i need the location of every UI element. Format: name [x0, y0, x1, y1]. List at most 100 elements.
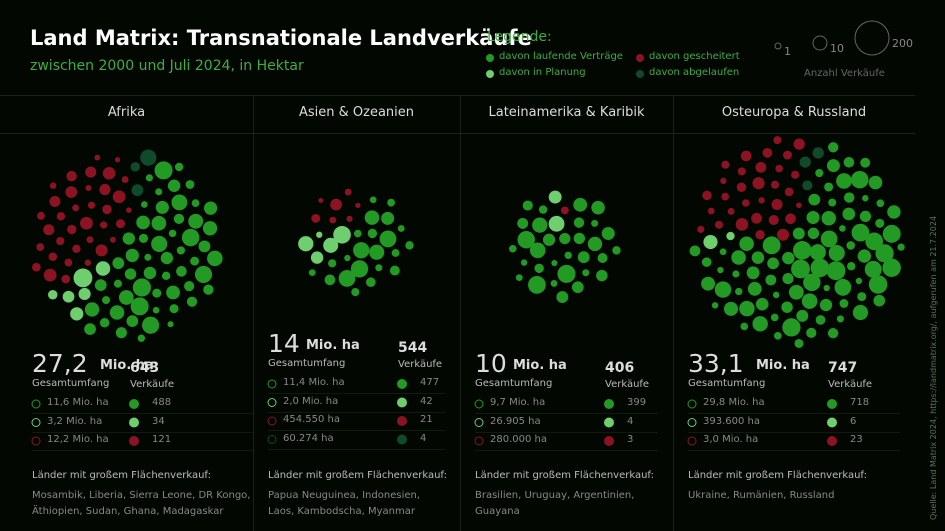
bubble: [560, 206, 569, 215]
bubble: [755, 297, 769, 311]
bubble: [333, 225, 351, 244]
bubble: [542, 233, 556, 246]
bubble: [173, 213, 185, 225]
bubble: [49, 182, 57, 189]
bubble: [318, 198, 324, 204]
legend-item: davon gescheitert: [649, 51, 740, 62]
total-unit: Mio. ha: [306, 338, 360, 353]
row-dot: [604, 399, 614, 409]
bubble: [131, 184, 144, 197]
bubble: [559, 232, 571, 245]
bubble: [528, 275, 546, 294]
bubble: [875, 244, 894, 263]
bubble: [573, 217, 585, 228]
row-rule: [475, 450, 658, 451]
bubble: [717, 266, 724, 274]
countries: Papua Neuguinea, Indonesien, Laos, Kambo…: [268, 490, 421, 517]
bubble: [720, 177, 727, 185]
row-count: 718: [850, 397, 870, 408]
row-icon: [267, 379, 277, 389]
bubble: [190, 256, 200, 266]
bubble: [824, 182, 834, 192]
deal-label: Verkäufe: [828, 379, 873, 390]
total-label: Gesamtumfang: [688, 378, 766, 389]
row-count: 21: [420, 414, 433, 425]
bubble: [762, 148, 773, 158]
row-icon: [267, 398, 277, 407]
row-dot: [397, 416, 407, 426]
bubble: [591, 200, 605, 215]
row-dot: [827, 436, 837, 446]
bubble: [379, 230, 397, 248]
bubble: [99, 183, 111, 196]
bubble: [66, 170, 77, 182]
bubble: [94, 154, 101, 161]
bubble: [591, 219, 599, 227]
bubble: [726, 231, 735, 241]
divider: [460, 95, 461, 531]
bubble: [167, 321, 174, 328]
bubble: [810, 258, 830, 278]
bubble: [387, 198, 395, 207]
bubble: [755, 230, 765, 240]
size-label: 10: [830, 42, 844, 55]
bubble: [752, 177, 765, 190]
bubble: [707, 207, 715, 215]
row-dot: [129, 436, 139, 446]
bubble: [701, 257, 712, 267]
bubble: [84, 302, 100, 317]
row-count: 477: [420, 377, 440, 388]
bubble: [43, 224, 55, 236]
bubble: [138, 233, 149, 243]
countries: Ukraine, Rumänien, Russland: [688, 490, 835, 501]
deal-label: Verkäufe: [398, 359, 443, 370]
bubble: [860, 157, 871, 168]
bubble: [770, 180, 780, 189]
row-rule: [268, 448, 445, 450]
bubble: [151, 235, 168, 253]
row-area: 3,0 Mio. ha: [703, 434, 759, 445]
row-area: 280.000 ha: [490, 434, 547, 445]
bubble: [771, 199, 783, 211]
bubble: [577, 251, 590, 264]
bubble: [114, 157, 121, 163]
row-dot: [397, 397, 407, 408]
bubble: [793, 138, 805, 150]
bubble: [48, 290, 58, 300]
row-rule: [32, 431, 255, 433]
size-key: [812, 35, 828, 51]
bubble: [330, 198, 342, 211]
bubble: [367, 228, 378, 239]
row-icon: [267, 416, 277, 426]
bubble: [548, 190, 562, 204]
divider: [0, 133, 915, 134]
bubble: [517, 217, 529, 229]
bubble: [142, 316, 160, 334]
bubble: [768, 214, 779, 226]
size-label: 1: [784, 45, 791, 58]
bubble: [364, 210, 380, 225]
bubble: [864, 260, 882, 278]
bubble: [564, 251, 572, 260]
row-dot: [604, 417, 614, 428]
bubble: [32, 262, 41, 272]
deal-count: 643: [130, 360, 160, 376]
row-area: 9,7 Mio. ha: [490, 397, 546, 408]
divider: [673, 95, 674, 531]
region-name: Osteuropa & Russland: [721, 105, 867, 120]
bubble: [137, 334, 146, 342]
bubble: [99, 221, 108, 229]
bubble: [791, 259, 810, 279]
bubble: [597, 253, 608, 263]
bubble: [862, 195, 869, 202]
bubble: [161, 271, 171, 281]
bubble: [118, 290, 134, 305]
total-value: 33,1: [688, 349, 744, 378]
bubble: [815, 315, 826, 325]
bubble: [365, 277, 376, 288]
bubble: [125, 248, 139, 263]
bubble: [85, 166, 97, 178]
bubble: [755, 161, 767, 173]
row-rule: [688, 431, 900, 433]
